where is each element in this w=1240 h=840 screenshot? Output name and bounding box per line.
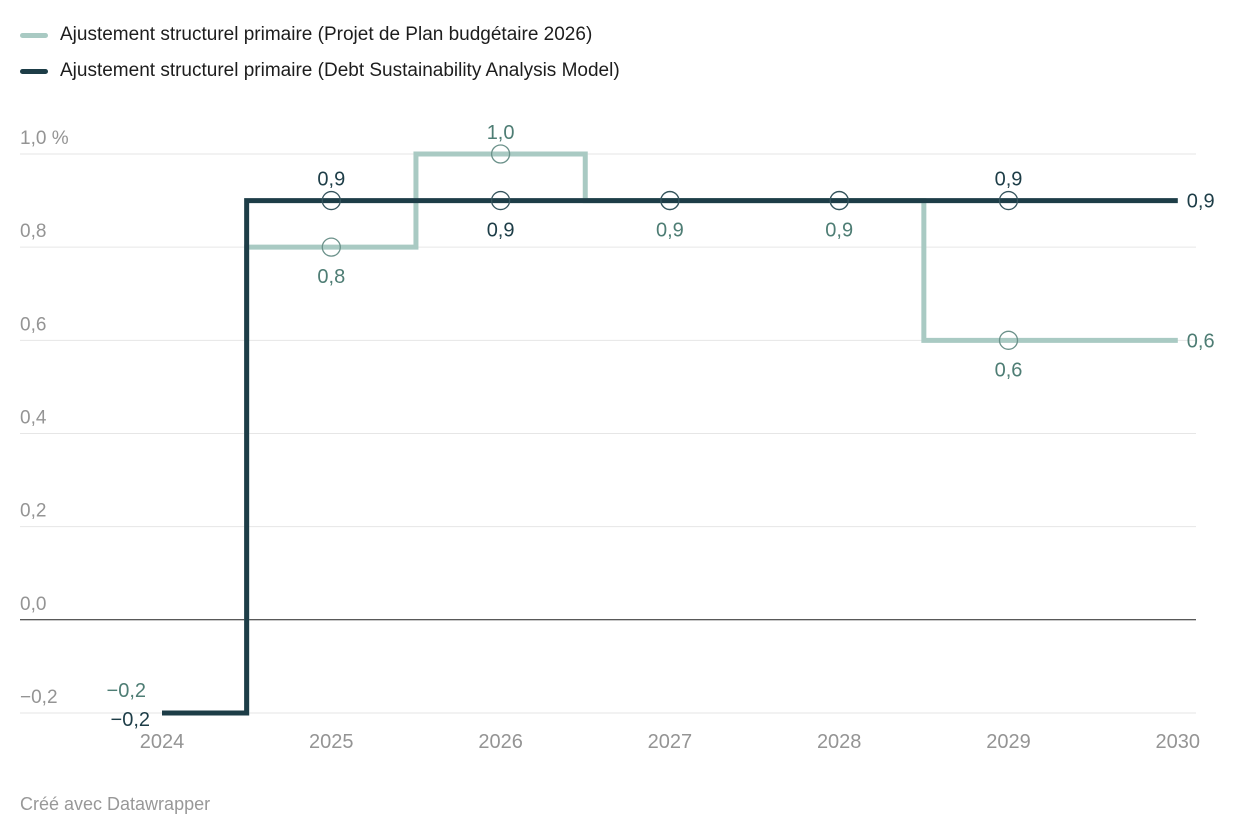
value-label-pbp2026: 1,0	[487, 122, 515, 144]
y-axis-tick-label: 0,2	[20, 501, 46, 522]
data-point-marker-pbp2026	[998, 330, 1019, 350]
y-axis-tick-label: 1,0 %	[20, 128, 69, 149]
legend-label-pbp2026: Ajustement structurel primaire (Projet d…	[60, 24, 593, 45]
datawrapper-credit-link[interactable]: Créé avec Datawrapper	[20, 794, 211, 814]
value-label-pbp2026: −0,2	[107, 680, 146, 702]
value-label-pbp2026: 0,8	[317, 266, 345, 288]
value-label-dsa: 0,9	[487, 220, 515, 242]
data-point-marker-pbp2026	[490, 144, 511, 164]
x-axis-tick-label: 2030	[1156, 731, 1201, 753]
value-label-pbp2026: 0,9	[656, 220, 684, 242]
data-point-marker-dsa	[321, 190, 341, 211]
y-axis-tick-label: 0,6	[20, 314, 46, 335]
y-axis-tick-label: −0,2	[20, 687, 58, 708]
value-label-pbp2026: 0,9	[825, 220, 853, 242]
edge-value-label-pbp2026: 0,6	[1187, 330, 1215, 352]
data-point-marker-pbp2026	[321, 237, 341, 257]
x-axis-tick-label: 2029	[986, 731, 1031, 753]
y-axis-tick-label: 0,8	[20, 221, 46, 242]
data-point-marker-dsa	[829, 190, 849, 211]
x-axis-tick-label: 2025	[309, 731, 354, 753]
data-point-marker-dsa	[490, 190, 511, 211]
value-label-pbp2026: 0,6	[995, 359, 1023, 381]
data-point-marker-dsa	[998, 190, 1019, 211]
legend-swatch-pbp2026	[20, 32, 48, 38]
series-line-dsa	[162, 198, 1178, 716]
legend: Ajustement structurel primaire (Projet d…	[20, 24, 620, 83]
x-axis-tick-label: 2028	[817, 731, 862, 753]
data-point-marker-dsa	[660, 190, 680, 211]
legend-label-dsa: Ajustement structurel primaire (Debt Sus…	[60, 59, 620, 81]
x-axis-tick-label: 2024	[140, 731, 185, 753]
value-label-dsa: 0,9	[317, 169, 345, 191]
x-axis-tick-label: 2027	[648, 731, 693, 753]
y-axis-tick-label: 0,4	[20, 407, 47, 428]
x-axis-tick-label: 2026	[478, 731, 523, 753]
value-label-dsa: 0,9	[995, 169, 1023, 191]
legend-item-pbp2026: Ajustement structurel primaire (Projet d…	[20, 24, 620, 47]
edge-value-label-dsa: 0,9	[1187, 191, 1215, 213]
legend-item-dsa: Ajustement structurel primaire (Debt Sus…	[20, 60, 620, 83]
y-axis-tick-label: 0,0	[20, 594, 46, 615]
legend-swatch-dsa	[20, 68, 48, 74]
value-label-dsa: −0,2	[111, 709, 150, 731]
